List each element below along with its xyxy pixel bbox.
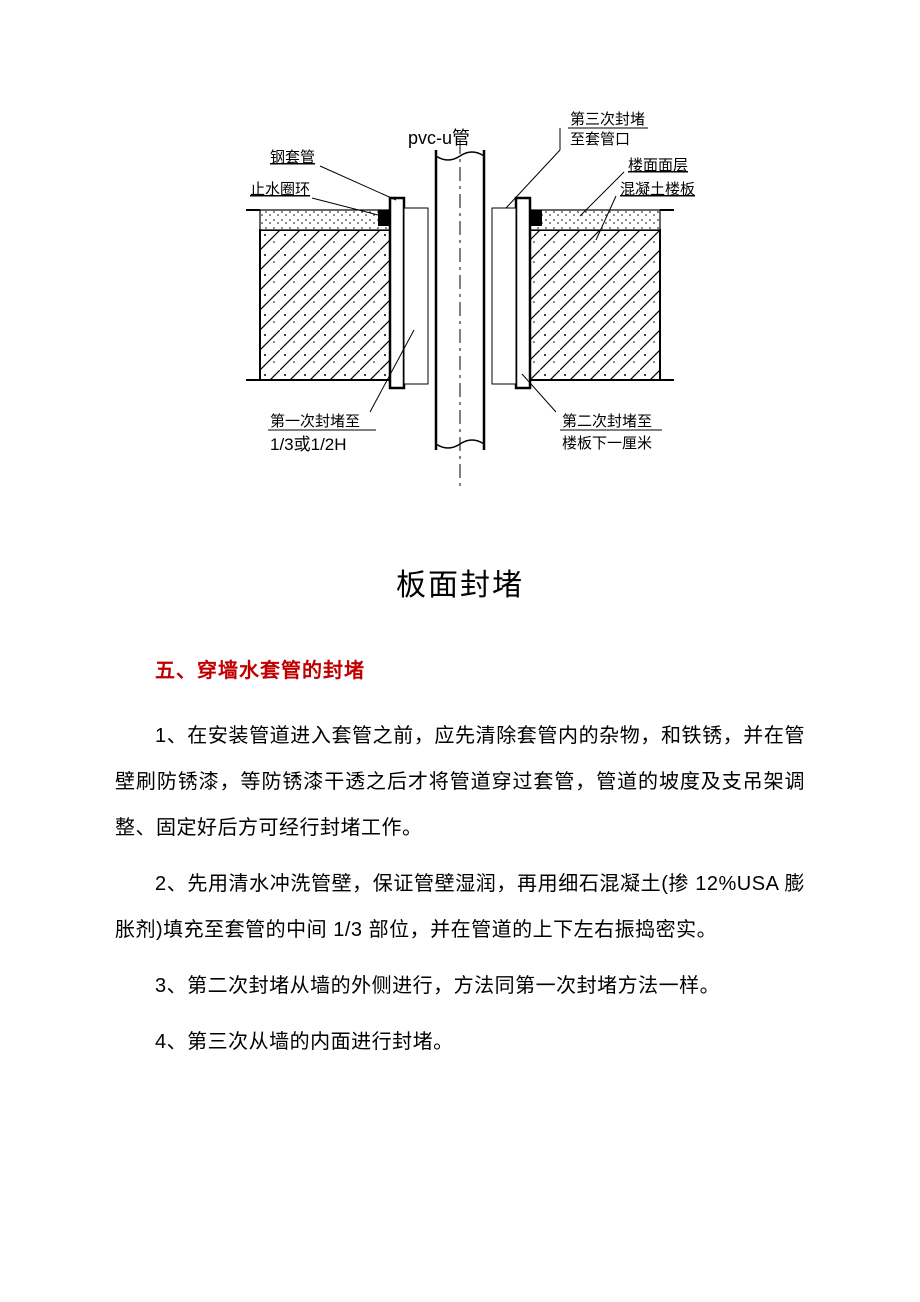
label-first-seal-2: 1/3或1/2H [270, 435, 347, 454]
label-pvc: pvc-u管 [408, 128, 470, 148]
diagram-caption: 板面封堵 [115, 560, 805, 604]
label-second-seal-2: 楼板下一厘米 [562, 434, 652, 452]
paragraph: 4、第三次从墙的内面进行封堵。 [115, 1019, 805, 1065]
label-third-seal-2: 至套管口 [570, 131, 630, 148]
paragraph: 2、先用清水冲洗管壁，保证管壁湿润，再用细石混凝土(掺 12%USA 膨胀剂)填… [115, 861, 805, 953]
label-third-seal-1: 第三次封堵 [570, 110, 645, 128]
label-floor-layer: 楼面面层 [628, 157, 688, 174]
section-heading: 五、穿墙水套管的封堵 [115, 654, 805, 683]
label-second-seal-1: 第二次封堵至 [562, 412, 652, 430]
document-page: 钢套管 止水圈环 pvc-u管 第三次封堵 至套管口 楼面面层 混凝土楼板 第一… [0, 0, 920, 1135]
label-first-seal-1: 第一次封堵至 [270, 412, 360, 430]
label-waterstop: 止水圈环 [250, 181, 310, 198]
label-concrete-slab: 混凝土楼板 [620, 180, 695, 198]
label-steel-sleeve: 钢套管 [270, 149, 315, 166]
paragraph: 1、在安装管道进入套管之前，应先清除套管内的杂物，和铁锈，并在管壁刷防锈漆，等防… [115, 713, 805, 851]
paragraph: 3、第二次封堵从墙的外侧进行，方法同第一次封堵方法一样。 [115, 963, 805, 1009]
diagram-svg: 钢套管 止水圈环 pvc-u管 第三次封堵 至套管口 楼面面层 混凝土楼板 第一… [200, 90, 720, 520]
